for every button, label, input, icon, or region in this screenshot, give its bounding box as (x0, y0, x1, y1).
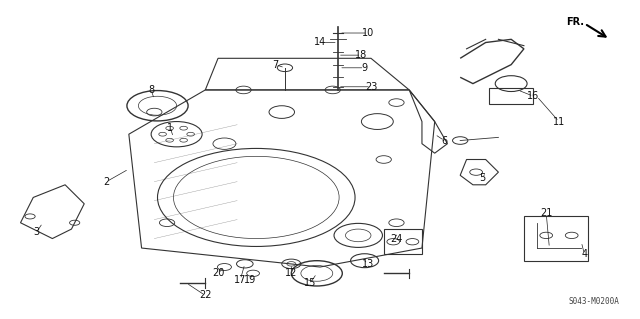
Text: 4: 4 (581, 249, 588, 259)
Text: 15: 15 (304, 278, 317, 288)
Text: 2: 2 (104, 177, 109, 187)
Text: 5: 5 (479, 174, 486, 183)
Text: 8: 8 (148, 85, 154, 95)
Text: 14: 14 (314, 38, 326, 48)
Text: 17: 17 (234, 275, 246, 285)
Text: 9: 9 (362, 63, 367, 73)
Text: 10: 10 (362, 28, 374, 38)
Text: 18: 18 (355, 50, 367, 60)
Text: 6: 6 (441, 136, 447, 145)
Text: FR.: FR. (566, 17, 584, 27)
Text: 21: 21 (540, 208, 552, 218)
Text: 11: 11 (553, 116, 565, 127)
Text: 20: 20 (212, 268, 224, 278)
Text: 7: 7 (272, 60, 278, 70)
Text: 3: 3 (33, 227, 40, 237)
Text: 22: 22 (199, 291, 212, 300)
Text: 1: 1 (167, 123, 173, 133)
Text: 13: 13 (362, 259, 374, 269)
Text: S043-M0200A: S043-M0200A (568, 297, 620, 306)
Text: 24: 24 (390, 234, 403, 243)
Text: 12: 12 (285, 268, 298, 278)
Text: 16: 16 (527, 91, 540, 101)
Text: 19: 19 (244, 275, 256, 285)
Text: 23: 23 (365, 82, 377, 92)
